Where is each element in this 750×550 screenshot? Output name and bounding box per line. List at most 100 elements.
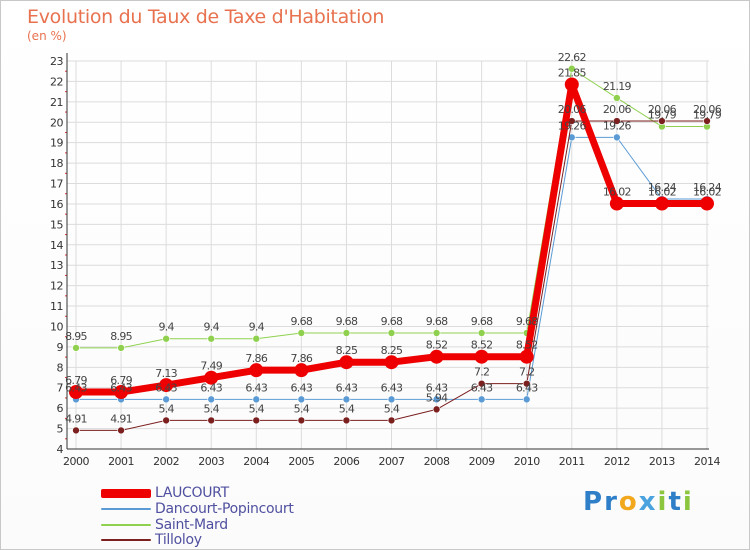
data-point xyxy=(339,355,354,370)
y-tick-label: 5 xyxy=(57,423,64,436)
x-tick-label: 2004 xyxy=(243,455,269,468)
data-label: 6.43 xyxy=(291,381,313,394)
data-label: 16.02 xyxy=(693,186,721,199)
chart-title: Evolution du Taux de Taxe d'Habitation xyxy=(27,6,385,28)
data-point xyxy=(207,416,216,425)
data-point xyxy=(700,196,714,211)
legend-item: Dancourt-Popincourt xyxy=(101,501,294,517)
y-tick-label: 6 xyxy=(57,402,64,415)
data-label: 7.13 xyxy=(155,367,177,380)
x-tick-label: 2003 xyxy=(198,455,224,468)
y-tick-label: 14 xyxy=(50,239,63,252)
y-tick-label: 21 xyxy=(50,96,63,109)
data-point xyxy=(162,395,170,404)
data-label: 16.02 xyxy=(648,186,676,199)
data-point xyxy=(387,416,396,425)
data-point xyxy=(432,395,441,404)
x-tick-label: 2005 xyxy=(288,455,314,468)
legend-item: LAUCOURT xyxy=(101,485,229,501)
data-point xyxy=(613,94,621,102)
data-label: 8.52 xyxy=(426,339,448,352)
data-label: 19.26 xyxy=(558,119,587,132)
data-point xyxy=(342,395,351,404)
data-point xyxy=(613,117,621,125)
data-label: 20.06 xyxy=(693,103,722,116)
y-tick-label: 7 xyxy=(57,382,64,395)
x-tick-label: 2008 xyxy=(424,455,450,468)
data-point xyxy=(72,426,80,435)
data-label: 8.25 xyxy=(336,344,358,357)
x-tick-label: 2007 xyxy=(379,455,405,468)
data-label: 8.52 xyxy=(516,339,538,352)
x-tick-label: 2013 xyxy=(649,455,675,468)
data-label: 4.91 xyxy=(110,412,132,425)
data-point xyxy=(207,334,216,343)
data-point xyxy=(342,416,351,425)
data-point xyxy=(117,426,125,435)
y-tick-label: 4 xyxy=(57,443,64,456)
chart-subtitle: (en %) xyxy=(27,29,67,43)
y-tick-label: 11 xyxy=(50,300,63,313)
data-label: 6.79 xyxy=(110,374,132,387)
data-point xyxy=(162,416,170,425)
data-label: 5.4 xyxy=(294,402,310,415)
data-label: 7.86 xyxy=(245,352,267,365)
data-point xyxy=(474,349,489,364)
x-tick-label: 2000 xyxy=(63,455,89,468)
y-tick-label: 9 xyxy=(57,341,64,354)
data-point xyxy=(658,117,666,125)
data-label: 6.43 xyxy=(65,381,87,394)
y-tick-label: 22 xyxy=(50,75,63,88)
data-point xyxy=(297,329,306,337)
x-tick-label: 2012 xyxy=(604,455,630,468)
y-tick-label: 10 xyxy=(50,320,63,333)
legend-swatch xyxy=(101,508,151,510)
data-label: 22.62 xyxy=(558,51,586,64)
y-tick-label: 13 xyxy=(50,259,63,272)
data-label: 20.06 xyxy=(558,103,587,116)
data-label: 6.43 xyxy=(336,381,358,394)
y-tick-label: 17 xyxy=(50,178,63,191)
data-point xyxy=(297,395,306,404)
legend-item: Saint-Mard xyxy=(101,517,228,533)
data-label: 8.95 xyxy=(110,330,132,343)
data-label: 6.43 xyxy=(245,381,267,394)
data-label: 19.79 xyxy=(693,109,722,122)
data-point xyxy=(519,349,534,364)
data-point xyxy=(522,379,531,388)
data-label: 9.4 xyxy=(158,321,174,334)
data-point xyxy=(162,334,170,343)
x-tick-label: 2001 xyxy=(108,455,134,468)
y-tick-label: 16 xyxy=(50,198,63,211)
data-point xyxy=(477,379,486,388)
data-point xyxy=(252,334,261,343)
data-label: 6.43 xyxy=(471,381,493,394)
data-point xyxy=(654,196,669,211)
data-point xyxy=(114,385,129,400)
data-label: 8.25 xyxy=(381,344,403,357)
data-point xyxy=(159,378,174,393)
data-label: 8.52 xyxy=(471,339,493,352)
data-label: 19.79 xyxy=(648,109,677,122)
data-label: 20.06 xyxy=(603,103,632,116)
data-label: 9.68 xyxy=(426,315,448,328)
data-point xyxy=(207,395,216,404)
data-label: 16.24 xyxy=(693,181,722,194)
data-label: 20.06 xyxy=(648,103,677,116)
data-label: 7.49 xyxy=(200,360,222,373)
data-label: 8.95 xyxy=(65,330,87,343)
data-label: 21.85 xyxy=(558,66,587,79)
legend-swatch xyxy=(101,488,151,498)
data-label: 6.43 xyxy=(426,381,448,394)
legend-label: LAUCOURT xyxy=(155,485,229,501)
data-point xyxy=(384,355,399,370)
x-tick-label: 2014 xyxy=(694,455,720,468)
data-label: 9.68 xyxy=(291,315,313,328)
data-point xyxy=(703,117,711,125)
data-point xyxy=(204,370,219,385)
legend-label: Tilloloy xyxy=(155,532,202,548)
legend-item: Tilloloy xyxy=(101,532,202,548)
data-label: 7.86 xyxy=(291,352,313,365)
